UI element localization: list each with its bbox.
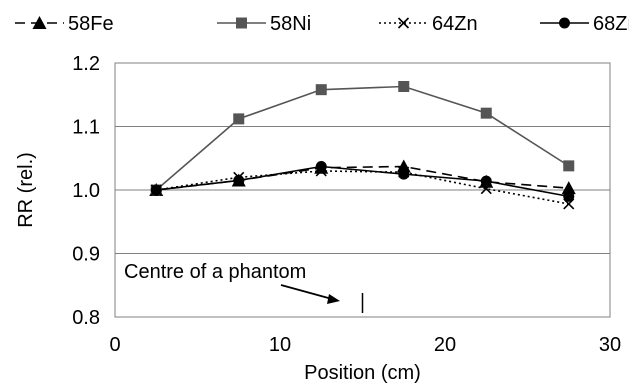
x-tick-label: 20 <box>434 334 456 356</box>
annotation-text: Centre of a phantom <box>124 261 306 283</box>
data-point-58Ni <box>398 80 410 92</box>
y-tick-label: 1.2 <box>72 53 100 75</box>
grid-lines <box>115 62 610 254</box>
data-point-68Zn <box>150 184 162 196</box>
series-markers <box>149 80 576 210</box>
x-tick-label: 0 <box>109 334 120 356</box>
x-tick-label: 30 <box>599 334 621 356</box>
series-line-64Zn <box>156 170 569 205</box>
annotation-arrow <box>280 284 333 300</box>
y-tick-label: 1.1 <box>72 117 100 139</box>
data-point-68Zn <box>398 168 410 180</box>
legend-marker <box>32 16 47 29</box>
y-tick-label: 0.9 <box>72 244 100 266</box>
x-tick-label: 10 <box>269 334 291 356</box>
legend: 58Fe 58Ni 64Zn 68Zn <box>15 13 629 35</box>
y-axis-ticks: 0.8 0.9 1.0 1.1 1.2 <box>72 53 100 329</box>
plot-frame <box>114 62 611 318</box>
annotation: Centre of a phantom <box>124 261 364 313</box>
data-point-58Ni <box>480 107 492 119</box>
legend-label: 64Zn <box>432 13 478 35</box>
series-line-58Ni <box>155 85 570 191</box>
marker-stroke <box>397 17 410 29</box>
x-axis-label: Position (cm) <box>304 362 421 383</box>
legend-marker <box>559 17 570 29</box>
y-tick-label: 1.0 <box>72 180 100 202</box>
data-point-58Fe <box>561 181 576 195</box>
x-axis-ticks: 0 10 20 30 <box>109 334 621 356</box>
y-axis-label: RR (rel.) <box>15 152 37 228</box>
y-tick-label: 0.8 <box>72 307 100 329</box>
legend-marker <box>236 17 247 29</box>
data-point-68Zn <box>480 175 492 187</box>
data-point-58Ni <box>233 113 245 125</box>
annotation-arrowhead <box>327 294 340 304</box>
series-line-68Zn <box>156 165 569 198</box>
legend-marker <box>397 17 410 29</box>
data-point-68Zn <box>315 161 327 173</box>
legend-label: 58Ni <box>270 13 311 35</box>
data-point-68Zn <box>563 190 575 202</box>
series-lines <box>155 85 570 205</box>
data-point-68Zn <box>233 174 245 186</box>
legend-label: 68Zn <box>593 13 629 35</box>
data-point-58Ni <box>315 84 327 96</box>
data-point-58Ni <box>563 160 575 172</box>
legend-label: 58Fe <box>68 13 114 35</box>
